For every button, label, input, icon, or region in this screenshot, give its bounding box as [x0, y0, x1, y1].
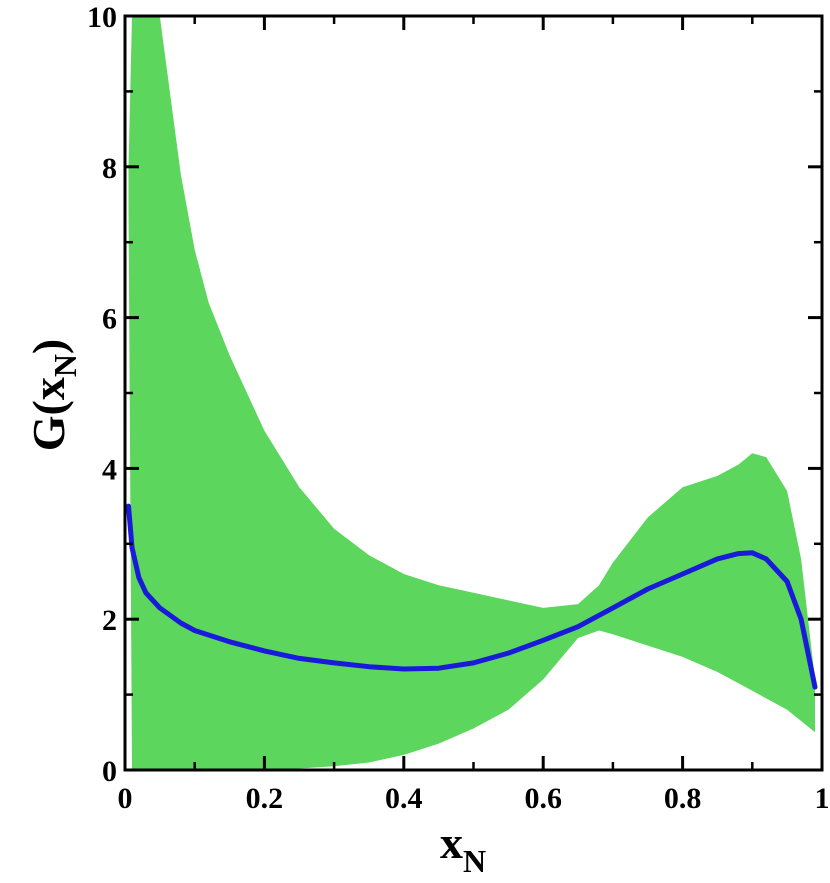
x-axis-title-subscript: N [463, 843, 486, 879]
y-tick-label: 0 [102, 755, 117, 788]
x-tick-label: 0.2 [246, 782, 284, 815]
y-axis-title-subscript: N [47, 354, 83, 377]
y-tick-label: 10 [87, 1, 117, 34]
y-axis-title-paren: ) [23, 339, 74, 354]
y-tick-label: 6 [102, 303, 117, 336]
x-tick-label: 0.6 [524, 782, 562, 815]
y-tick-label: 2 [102, 604, 117, 637]
plot-clipped-group [126, 16, 818, 770]
plot-area [126, 16, 818, 770]
x-tick-label: 1 [815, 782, 830, 815]
central-curve-0 [126, 503, 818, 690]
y-tick-label: 8 [102, 152, 117, 185]
x-tick-label: 0.8 [664, 782, 702, 815]
x-axis-title: xN [440, 817, 486, 879]
uncertainty-band [128, 16, 815, 770]
y-tick-label: 4 [102, 453, 117, 486]
x-tick-label: 0.4 [385, 782, 423, 815]
x-tick-label: 0 [118, 782, 133, 815]
y-axis-title: G(xN) [23, 339, 83, 452]
